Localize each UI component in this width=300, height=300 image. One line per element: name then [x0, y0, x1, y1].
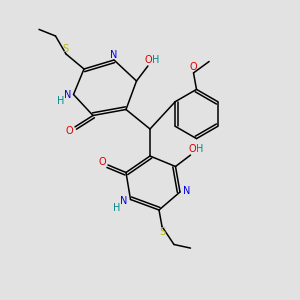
Text: H: H	[196, 144, 203, 154]
Text: S: S	[160, 227, 166, 237]
Text: O: O	[190, 62, 197, 73]
Text: N: N	[120, 196, 128, 206]
Text: S: S	[62, 44, 68, 54]
Text: H: H	[113, 203, 120, 213]
Text: H: H	[152, 55, 159, 65]
Text: N: N	[110, 50, 118, 60]
Text: O: O	[188, 144, 196, 154]
Text: N: N	[64, 89, 72, 100]
Text: H: H	[57, 96, 64, 106]
Text: O: O	[98, 157, 106, 167]
Text: O: O	[145, 55, 152, 65]
Text: O: O	[66, 125, 74, 136]
Text: N: N	[183, 185, 190, 196]
